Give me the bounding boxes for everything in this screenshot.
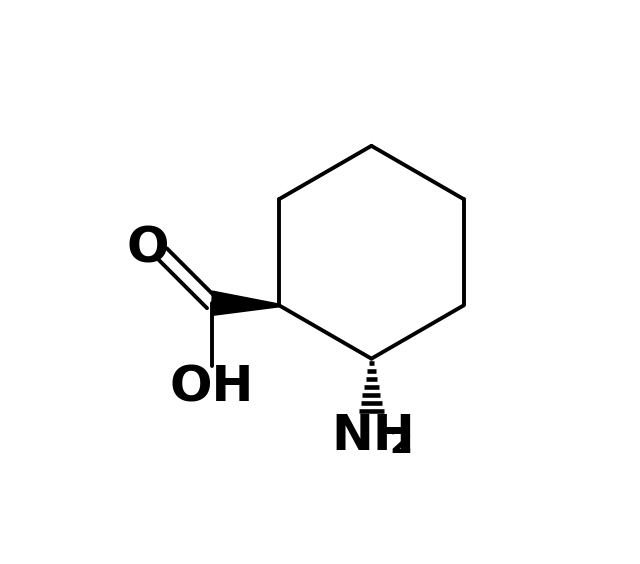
- Text: NH: NH: [332, 412, 415, 460]
- Text: 2: 2: [389, 427, 413, 460]
- Text: OH: OH: [170, 363, 254, 411]
- Text: O: O: [127, 225, 170, 273]
- Polygon shape: [212, 291, 279, 315]
